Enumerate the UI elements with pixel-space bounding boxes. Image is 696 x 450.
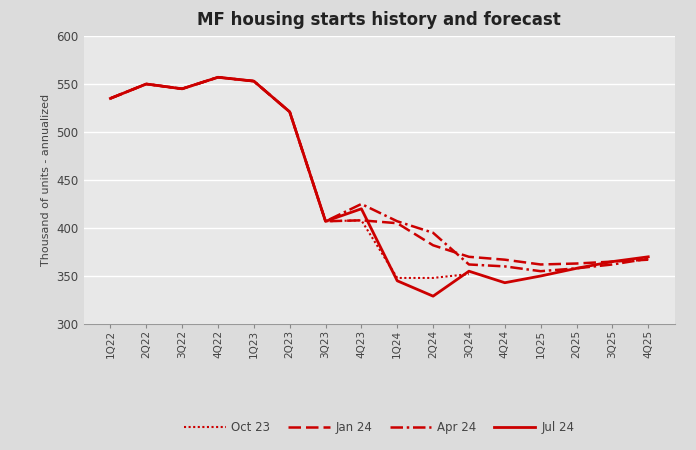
Apr 24 [106, 96, 115, 101]
Jan 24 [178, 86, 187, 91]
Jul 24 [178, 86, 187, 91]
Jul 24 [572, 266, 580, 271]
Oct 23 [465, 271, 473, 277]
Oct 23 [178, 86, 187, 91]
Apr 24 [142, 81, 150, 87]
Jan 24 [429, 243, 437, 248]
Jul 24 [393, 278, 402, 284]
Apr 24 [393, 219, 402, 224]
Apr 24 [608, 262, 617, 267]
Jan 24 [285, 109, 294, 115]
Jan 24 [106, 96, 115, 101]
Jan 24 [214, 75, 222, 80]
Title: MF housing starts history and forecast: MF housing starts history and forecast [198, 11, 561, 29]
Apr 24 [572, 266, 580, 271]
Jan 24 [644, 257, 652, 262]
Jan 24 [357, 218, 365, 223]
Line: Jul 24: Jul 24 [111, 77, 648, 296]
Apr 24 [429, 230, 437, 235]
Apr 24 [285, 109, 294, 115]
Jan 24 [537, 262, 545, 267]
Line: Apr 24: Apr 24 [111, 77, 648, 271]
Apr 24 [322, 219, 330, 224]
Jan 24 [572, 261, 580, 266]
Apr 24 [178, 86, 187, 91]
Jul 24 [537, 273, 545, 279]
Jan 24 [608, 259, 617, 264]
Apr 24 [465, 262, 473, 267]
Jan 24 [142, 81, 150, 87]
Apr 24 [500, 264, 509, 269]
Oct 23 [142, 81, 150, 87]
Jul 24 [322, 219, 330, 224]
Jul 24 [357, 206, 365, 211]
Apr 24 [214, 75, 222, 80]
Oct 23 [250, 78, 258, 84]
Oct 23 [285, 109, 294, 115]
Oct 23 [393, 275, 402, 281]
Jul 24 [285, 109, 294, 115]
Jul 24 [608, 259, 617, 264]
Jan 24 [465, 254, 473, 260]
Jul 24 [500, 280, 509, 285]
Line: Oct 23: Oct 23 [111, 77, 469, 278]
Oct 23 [357, 218, 365, 223]
Apr 24 [537, 269, 545, 274]
Jul 24 [429, 293, 437, 299]
Jan 24 [322, 219, 330, 224]
Apr 24 [250, 78, 258, 84]
Apr 24 [644, 256, 652, 261]
Oct 23 [322, 219, 330, 224]
Oct 23 [106, 96, 115, 101]
Jul 24 [250, 78, 258, 84]
Jan 24 [393, 220, 402, 226]
Legend: Oct 23, Jan 24, Apr 24, Jul 24: Oct 23, Jan 24, Apr 24, Jul 24 [180, 417, 579, 439]
Jul 24 [465, 269, 473, 274]
Jul 24 [644, 254, 652, 260]
Oct 23 [429, 275, 437, 281]
Jan 24 [250, 78, 258, 84]
Jan 24 [500, 257, 509, 262]
Oct 23 [214, 75, 222, 80]
Apr 24 [357, 201, 365, 207]
Jul 24 [106, 96, 115, 101]
Line: Jan 24: Jan 24 [111, 77, 648, 265]
Y-axis label: Thousand of units - annualized: Thousand of units - annualized [41, 94, 51, 266]
Jul 24 [142, 81, 150, 87]
Jul 24 [214, 75, 222, 80]
